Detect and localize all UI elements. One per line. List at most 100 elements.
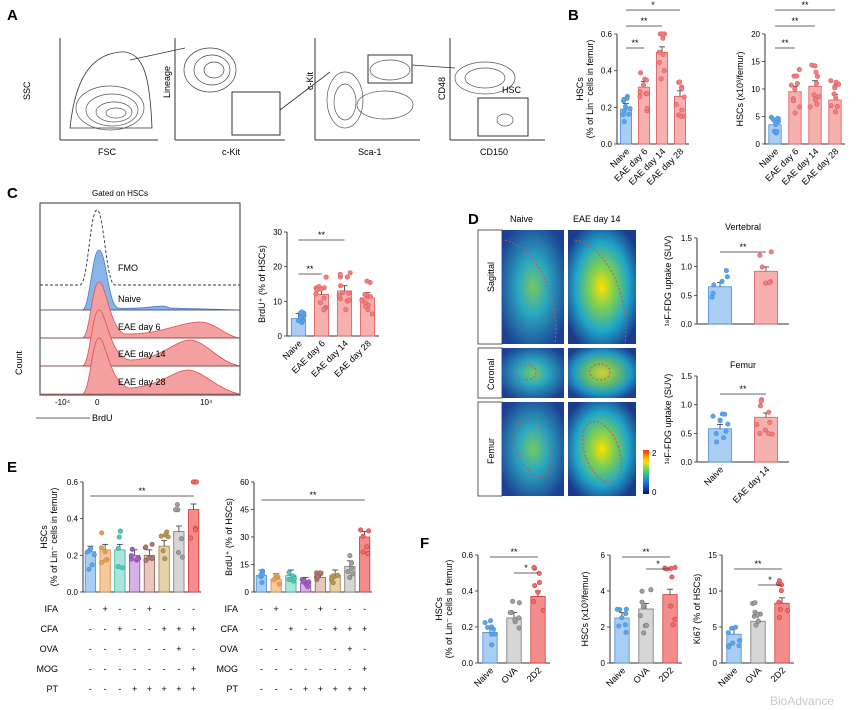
- colorbar-min: 0: [652, 488, 657, 497]
- bar: [750, 620, 766, 664]
- y-tick-label: 0.6: [462, 551, 474, 560]
- data-point: [366, 528, 372, 534]
- data-point: [349, 560, 355, 566]
- data-point: [794, 73, 800, 79]
- data-point: [807, 104, 813, 110]
- matrix-cell: +: [362, 664, 367, 674]
- y-tick-label: 4: [601, 587, 606, 596]
- category-label: Naive: [472, 665, 495, 688]
- chart-fdg-vertebral: 0.0 0.5 1.0 1.5 ¹⁸F-FDG uptake (SUV) Vertebra…: [663, 222, 789, 329]
- category-label: 2D2: [525, 665, 544, 684]
- data-point: [174, 502, 180, 508]
- matrix-cell: +: [362, 684, 367, 694]
- data-point: [777, 606, 783, 612]
- matrix-cell: +: [132, 684, 137, 694]
- pet-row-coronal: Coronal: [486, 358, 496, 390]
- data-point: [487, 618, 493, 624]
- matrix-cell: -: [260, 664, 263, 674]
- data-point: [119, 565, 125, 571]
- data-point: [762, 427, 768, 433]
- y-tick-label: 45: [240, 506, 249, 515]
- data-point: [98, 545, 104, 551]
- data-point: [516, 615, 522, 621]
- data-point: [135, 555, 141, 561]
- data-point: [178, 536, 184, 542]
- data-point: [828, 103, 834, 109]
- matrix-cell: +: [362, 624, 367, 634]
- matrix-row-label: PT: [46, 684, 58, 694]
- axis-label-ssc: SSC: [22, 81, 32, 100]
- matrix-cell: +: [332, 624, 337, 634]
- matrix-cell: +: [161, 684, 166, 694]
- data-point: [614, 606, 620, 612]
- data-point: [710, 413, 716, 419]
- matrix-cell: -: [192, 644, 195, 654]
- matrix-cell: -: [348, 664, 351, 674]
- y-tick-label: 10: [708, 587, 717, 596]
- data-point: [162, 556, 168, 562]
- data-point: [777, 614, 783, 620]
- data-point: [755, 618, 761, 624]
- matrix-cell: -: [148, 624, 151, 634]
- matrix-row-label: MOG: [37, 664, 59, 674]
- pet-coronal-eae: [568, 348, 636, 398]
- data-point: [669, 574, 675, 580]
- data-point: [291, 575, 297, 581]
- matrix-cell: -: [192, 604, 195, 614]
- data-point: [118, 528, 124, 534]
- matrix-cell: +: [303, 684, 308, 694]
- data-point: [641, 630, 647, 636]
- y-tick-label: 5: [756, 113, 761, 122]
- y-tick-label: 0: [756, 140, 761, 149]
- y-tick-label: 0.0: [601, 140, 613, 149]
- sig-label: **: [318, 230, 326, 240]
- data-point: [149, 541, 155, 547]
- matrix-cell: +: [332, 684, 337, 694]
- data-point: [482, 620, 488, 626]
- panel-letter-e: E: [7, 459, 17, 476]
- pet-row-sagittal: Sagittal: [486, 262, 496, 292]
- sig-label: **: [739, 242, 747, 252]
- matrix-cell: +: [161, 624, 166, 634]
- y-axis-label: BrdU⁺ (% of HSCs): [224, 498, 234, 576]
- matrix-cell: -: [363, 644, 366, 654]
- data-point: [492, 631, 498, 637]
- data-point: [115, 564, 121, 570]
- matrix-cell: -: [104, 644, 107, 654]
- matrix-row-label: OVA: [220, 644, 238, 654]
- data-point: [714, 439, 720, 445]
- data-point: [621, 119, 627, 125]
- data-point: [643, 622, 649, 628]
- data-point: [128, 553, 134, 559]
- data-point: [710, 290, 716, 296]
- matrix-cell: +: [147, 684, 152, 694]
- data-point: [516, 600, 522, 606]
- matrix-cell: -: [319, 644, 322, 654]
- data-point: [668, 565, 674, 571]
- data-point: [725, 630, 731, 636]
- data-point: [621, 96, 627, 102]
- data-point: [369, 311, 375, 317]
- data-point: [160, 548, 166, 554]
- data-point: [678, 113, 684, 119]
- matrix-cell: -: [289, 684, 292, 694]
- data-point: [510, 598, 516, 604]
- data-point: [644, 91, 650, 97]
- matrix-cell: -: [363, 604, 366, 614]
- matrix-cell: +: [117, 624, 122, 634]
- chart-title: Vertebral: [725, 222, 761, 232]
- matrix-cell: -: [89, 624, 92, 634]
- pet-coronal-naive: [502, 348, 564, 398]
- data-point: [766, 409, 772, 415]
- y-tick-label: 0.0: [462, 659, 474, 668]
- sig-label: **: [510, 547, 518, 557]
- category-label: Naive: [716, 665, 739, 688]
- chart-brdu-immunization: 0 15 30 45 60 BrdU⁺ (% of HSCs) **: [224, 478, 372, 597]
- matrix-cell: -: [334, 604, 337, 614]
- data-point: [828, 78, 834, 84]
- axis-label-sca1: Sca-1: [358, 147, 382, 157]
- matrix-cell: +: [318, 604, 323, 614]
- data-point: [673, 101, 679, 107]
- category-label: OVA: [743, 665, 763, 685]
